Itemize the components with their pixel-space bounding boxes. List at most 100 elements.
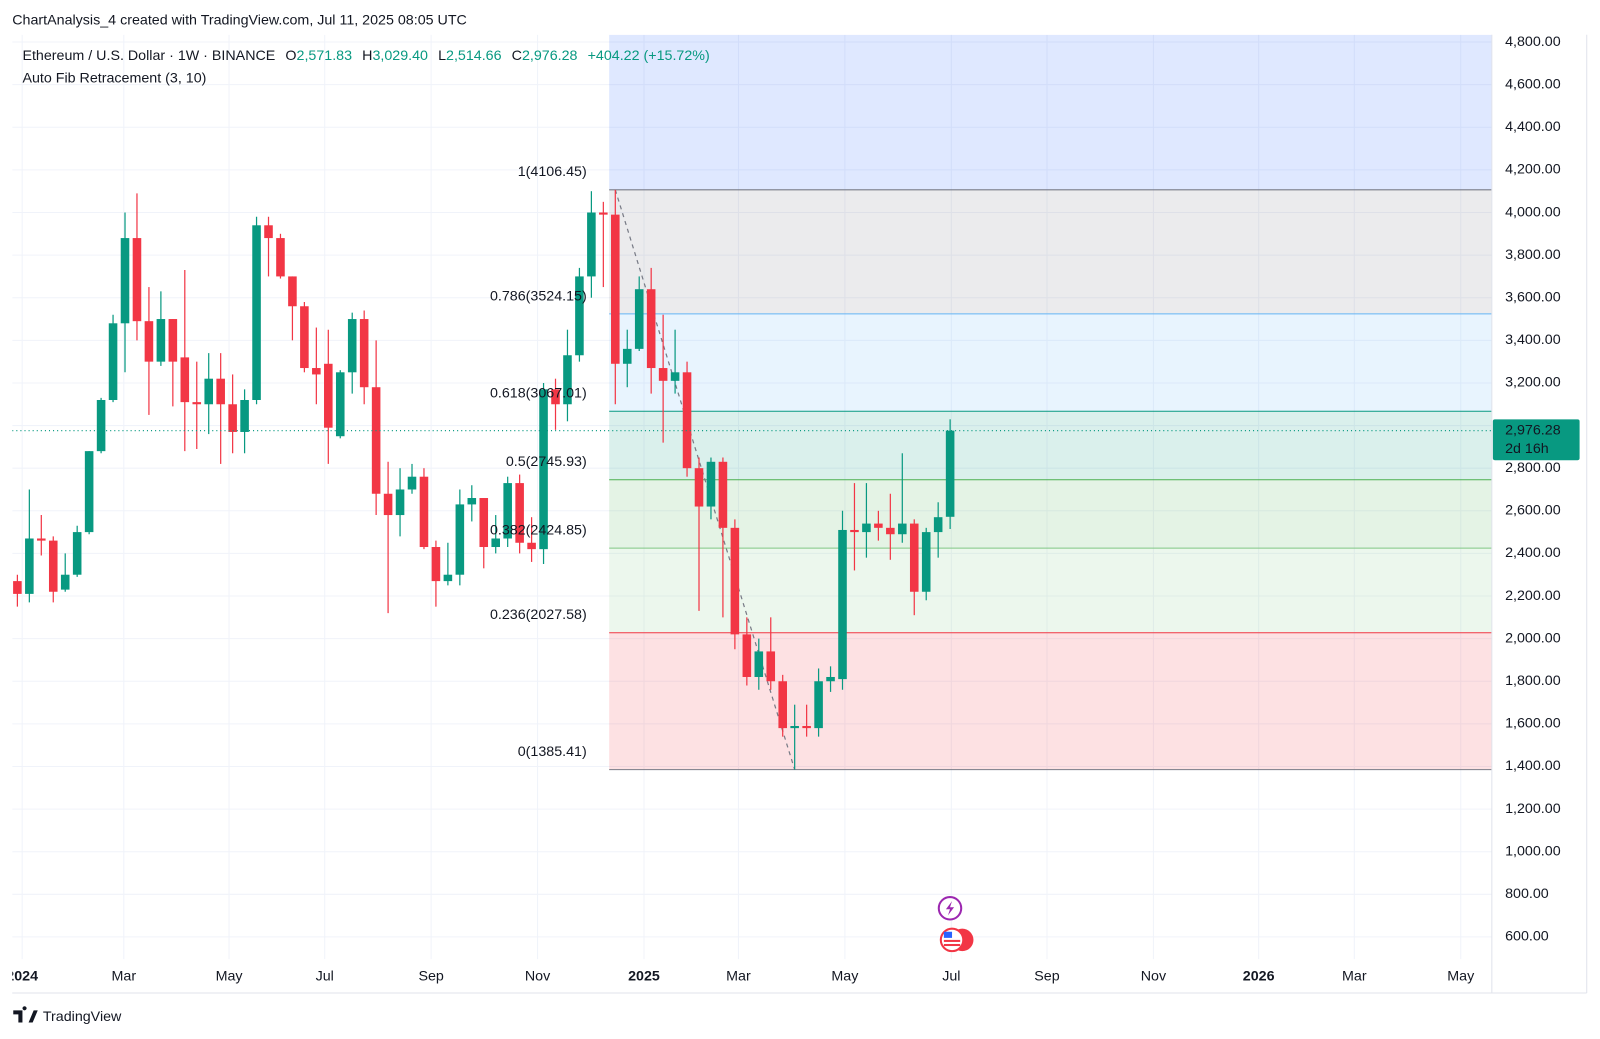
candle-body — [622, 348, 632, 364]
y-tick-label: 4,800.00 — [1505, 34, 1561, 50]
candle-body — [216, 378, 225, 405]
candle-body — [730, 527, 740, 635]
fib-trend-line — [614, 189, 796, 770]
candle-body — [718, 461, 728, 528]
candle-body — [204, 378, 214, 405]
candle-body — [180, 357, 190, 403]
x-axis: 2024 Mar May Jul Sep Nov 2025 Mar May Jul Sep Nov 20… — [12, 968, 1475, 984]
candle-body — [945, 430, 955, 517]
candle-body — [838, 529, 847, 680]
candle-body — [802, 725, 811, 729]
candle-body — [742, 634, 752, 677]
y-tick-label: 2,600.00 — [1505, 503, 1561, 519]
y-axis: 600.00 800.00 1,000.00 1,200.00 1,400.00 1,60… — [1492, 34, 1580, 945]
candle-body — [359, 319, 369, 388]
candle-body — [778, 681, 787, 729]
candle-body — [324, 363, 333, 428]
fib-level-label: 0.236(2027.58) — [490, 607, 587, 623]
candle-body — [407, 476, 417, 490]
y-tick-label: 4,000.00 — [1505, 204, 1561, 220]
y-tick-label: 3,400.00 — [1505, 332, 1561, 348]
change: +404.22 (+15.72%) — [588, 48, 710, 64]
candle-body — [108, 323, 118, 400]
y-tick-label: 1,000.00 — [1505, 843, 1561, 859]
x-tick-label: 2025 — [628, 968, 660, 984]
x-tick-label: 2026 — [1243, 968, 1275, 984]
candle-body — [479, 498, 489, 548]
candle-body — [60, 574, 70, 590]
candle-body — [96, 399, 106, 452]
x-tick-label: Jul — [316, 968, 334, 984]
candle-body — [25, 538, 34, 594]
plot-area: 1(4106.45) 0.786(3524.15) 0.618(3067.01) 0.… — [12, 34, 1492, 960]
y-tick-label: 1,400.00 — [1505, 758, 1561, 774]
icon — [943, 939, 961, 942]
x-tick-label: Mar — [726, 968, 751, 984]
fib-zone — [609, 632, 1492, 770]
candle-body — [527, 542, 536, 550]
attribution: ChartAnalysis_4 created with TradingView… — [12, 12, 467, 28]
fib-level-label: 0.382(2424.85) — [490, 523, 587, 539]
x-tick-label: May — [216, 968, 244, 984]
candle-body — [682, 372, 692, 469]
y-tick-label: 2,400.00 — [1505, 545, 1561, 561]
candle-body — [120, 238, 130, 324]
candle-body — [515, 483, 524, 543]
y-tick-label: 600.00 — [1505, 929, 1549, 945]
candle-body — [300, 306, 309, 369]
x-tick-label: Jul — [942, 968, 960, 984]
legend: Ethereum / U.S. Dollar · 1W · BINANCE O2… — [22, 48, 709, 64]
candle-body — [611, 214, 620, 364]
y-tick-label: 4,600.00 — [1505, 76, 1561, 92]
x-tick-label: Sep — [1034, 968, 1059, 984]
candle-body — [587, 212, 596, 277]
high-label: H — [362, 48, 372, 64]
candle-body — [84, 451, 94, 533]
fib-level-label: 0.5(2745.93) — [506, 454, 587, 470]
candle-body — [754, 651, 764, 677]
candle-body — [419, 476, 429, 548]
y-tick-label: 3,600.00 — [1505, 289, 1561, 305]
x-tick-label: May — [831, 968, 859, 984]
candle-body — [192, 402, 202, 405]
price-label-box — [1492, 419, 1580, 461]
candle-body — [886, 527, 895, 535]
candle-body — [575, 276, 584, 356]
candle-body — [670, 372, 680, 381]
candle-body — [13, 581, 22, 594]
candle-body — [252, 225, 261, 400]
fib-zone — [609, 411, 1492, 480]
candle-body — [335, 372, 345, 437]
y-tick-label: 2,800.00 — [1505, 460, 1561, 476]
event-icons — [937, 896, 974, 953]
candle-body — [288, 276, 297, 307]
candle-body — [694, 468, 704, 507]
candle-body — [850, 529, 859, 533]
fib-zone — [609, 189, 1492, 314]
icon — [945, 901, 955, 916]
y-tick-label: 800.00 — [1505, 886, 1549, 902]
countdown-label: 2d 16h — [1505, 441, 1549, 457]
candle-body — [503, 483, 512, 539]
candle-body — [132, 238, 142, 322]
y-tick-label: 4,200.00 — [1505, 162, 1561, 178]
high-value: 3,029.40 — [372, 48, 428, 64]
brand: TradingView — [13, 1006, 122, 1025]
fib-level-label: 1(4106.45) — [518, 164, 587, 180]
candle-body — [264, 225, 273, 239]
x-tick-label: Mar — [1342, 968, 1367, 984]
candle-body — [491, 538, 501, 548]
open-value: 2,571.83 — [297, 48, 353, 64]
candle-body — [766, 651, 776, 682]
candle-body — [814, 681, 823, 729]
indicator-name: Auto Fib Retracement (3, 10) — [22, 70, 206, 86]
candle-body — [539, 389, 548, 550]
fib-zone — [609, 479, 1492, 549]
brand-name: TradingView — [43, 1009, 122, 1025]
y-tick-label: 3,200.00 — [1505, 375, 1561, 391]
x-tick-label: Nov — [1141, 968, 1167, 984]
y-tick-label: 1,600.00 — [1505, 716, 1561, 732]
candle-body — [48, 540, 58, 592]
candle-body — [933, 517, 943, 533]
y-tick-label: 1,200.00 — [1505, 801, 1561, 817]
